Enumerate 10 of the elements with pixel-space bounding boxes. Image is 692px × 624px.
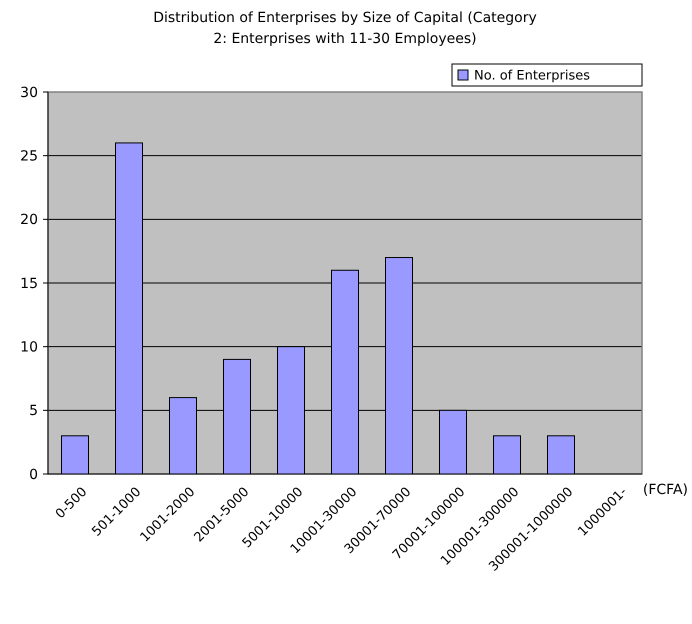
- y-tick-label: 15: [20, 276, 38, 292]
- y-tick-label: 30: [20, 84, 38, 101]
- y-tick-label: 25: [20, 148, 38, 165]
- legend-label: No. of Enterprises: [474, 68, 590, 84]
- y-tick-label: 20: [20, 212, 38, 228]
- y-tick-label: 5: [29, 403, 38, 420]
- x-axis-title: (FCFA): [642, 482, 688, 498]
- chart-title: Distribution of Enterprises by Size of Capital (Category 2: Enterprises with 11-30 Employees): [153, 10, 537, 47]
- y-tick-label: 0: [29, 466, 38, 483]
- y-tick-label: 10: [20, 340, 38, 356]
